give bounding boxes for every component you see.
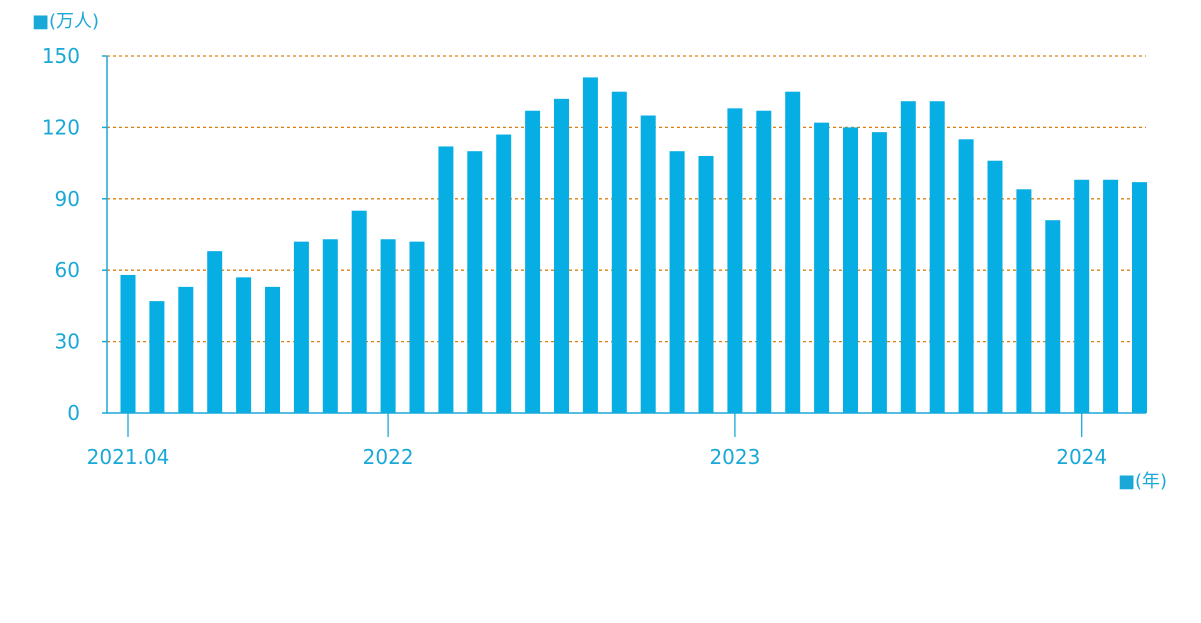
bar [669,151,685,413]
bar [756,110,772,414]
bar [207,251,223,413]
bar [582,77,598,414]
bar [843,127,858,414]
bar [958,139,974,414]
x-tick-label: 2022 [363,445,414,469]
bar [351,210,367,413]
x-tick-labels: 2021.04 2022 2023 2024 [87,413,1107,469]
x-axis-unit-label: ■(年) [1118,471,1167,492]
y-tick-labels: 0 30 60 90 120 150 [42,44,107,425]
bar [554,98,569,413]
bar [611,91,627,413]
bar [1016,189,1032,413]
axes [106,56,1146,414]
bar [871,132,887,413]
bar [929,101,945,413]
bar [525,110,541,414]
y-tick-label: 60 [55,258,80,282]
bar [987,160,1003,413]
bars [120,77,1147,414]
bar [900,101,916,413]
y-tick-label: 90 [55,187,80,211]
bar [1132,182,1147,413]
y-tick-label: 150 [42,44,80,68]
x-tick-label: 2021.04 [87,445,170,469]
bar [438,146,454,413]
bar [1103,179,1119,413]
bar [409,241,425,413]
bar [467,151,483,413]
bar [496,134,512,414]
x-tick-label: 2024 [1056,445,1107,469]
y-tick-label: 0 [67,401,80,425]
bar [120,274,136,413]
bar [293,241,309,413]
bar [236,277,252,413]
y-tick-label: 120 [42,115,80,139]
bar [727,108,743,414]
bar [1045,220,1061,413]
bar [178,286,194,413]
x-tick-label: 2023 [709,445,760,469]
bar [640,115,656,413]
y-axis-unit-label: ■(万人) [32,11,99,32]
bar [149,301,165,413]
bar [322,239,338,413]
y-tick-label: 30 [55,330,80,354]
bar [1074,179,1090,413]
bar [785,91,801,413]
bar [814,122,830,413]
bar [380,239,396,413]
bar [698,155,714,413]
bar [265,286,280,413]
